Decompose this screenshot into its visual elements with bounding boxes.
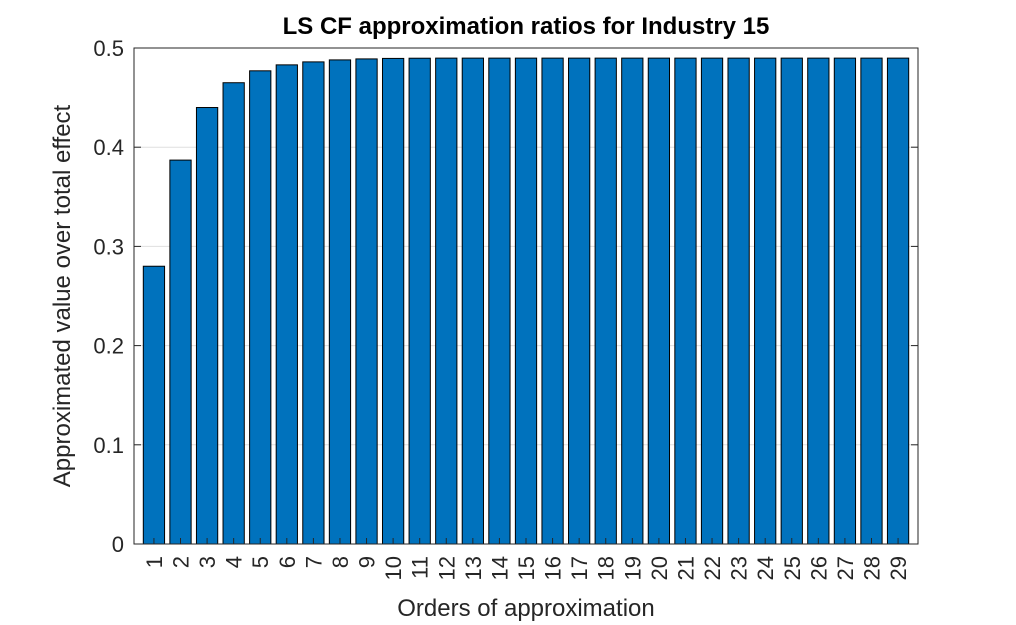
x-tick-label: 23	[727, 556, 752, 580]
bar	[674, 57, 697, 545]
x-tick-label: 4	[222, 556, 247, 568]
bar	[594, 57, 617, 545]
x-tick-label: 19	[620, 556, 645, 580]
bar	[514, 57, 538, 545]
y-tick-label: 0.3	[93, 234, 124, 259]
x-tick-label: 17	[567, 556, 592, 580]
x-tick-label: 11	[408, 556, 433, 579]
bar	[461, 57, 484, 545]
bar	[780, 57, 803, 545]
x-tick-label: 28	[859, 556, 884, 580]
bar	[807, 57, 830, 545]
bar	[754, 57, 777, 545]
x-tick-label: 5	[248, 556, 273, 568]
bar	[833, 57, 857, 545]
x-tick-label: 12	[434, 556, 459, 580]
bar	[328, 59, 352, 545]
bar	[408, 57, 431, 545]
bar	[488, 57, 511, 545]
x-tick-label: 18	[594, 556, 619, 580]
bar	[700, 57, 724, 545]
x-tick-label: 2	[169, 556, 194, 568]
x-tick-label: 15	[514, 556, 539, 580]
x-tick-label: 27	[833, 556, 858, 580]
bar	[860, 57, 883, 545]
x-tick-label: 24	[753, 556, 778, 580]
x-tick-label: 29	[886, 556, 911, 580]
bar	[142, 265, 166, 545]
bar	[249, 70, 272, 545]
bar	[647, 57, 671, 545]
bar	[381, 57, 405, 545]
x-tick-label: 9	[355, 556, 380, 568]
bar	[435, 57, 458, 545]
bar	[195, 107, 219, 545]
bar	[621, 57, 644, 545]
bar	[275, 64, 298, 545]
y-axis-label: Approximated value over total effect	[49, 104, 76, 487]
chart-title: LS CF approximation ratios for Industry …	[283, 13, 770, 40]
x-tick-label: 10	[381, 556, 406, 580]
bar	[169, 159, 192, 545]
bars	[142, 57, 910, 545]
x-tick-label: 16	[541, 556, 566, 580]
x-tick-label: 7	[301, 556, 326, 568]
x-tick-label: 6	[275, 556, 300, 568]
x-tick-label: 1	[142, 556, 167, 568]
y-axis-ticks: 0 0.1 0.2 0.3 0.4 0.5	[93, 36, 918, 557]
x-tick-label: 20	[647, 556, 672, 580]
y-tick-label: 0.4	[93, 135, 124, 160]
bar	[355, 58, 378, 545]
bar	[541, 57, 564, 545]
x-tick-label: 3	[195, 556, 220, 568]
x-tick-label: 13	[461, 556, 486, 580]
y-tick-label: 0.5	[93, 36, 124, 61]
bar	[568, 57, 591, 545]
x-tick-label: 21	[673, 556, 698, 580]
x-axis-ticks: 1 2 3 4 5 6 7 8 9 10 11 12 13 14 15 16 17 18 19 20 21 22 23 24 2…	[142, 538, 911, 580]
bar	[727, 57, 750, 545]
x-tick-label: 26	[806, 556, 831, 580]
x-tick-label: 25	[780, 556, 805, 580]
x-axis-label: Orders of approximation	[397, 595, 654, 622]
bar	[886, 57, 910, 545]
bar	[222, 82, 245, 545]
x-tick-label: 14	[487, 556, 512, 580]
x-tick-label: 8	[328, 556, 353, 568]
y-tick-label: 0	[112, 532, 124, 557]
x-tick-label: 22	[700, 556, 725, 580]
bar	[302, 61, 325, 545]
y-tick-label: 0.2	[93, 334, 124, 359]
y-tick-label: 0.1	[93, 433, 124, 458]
